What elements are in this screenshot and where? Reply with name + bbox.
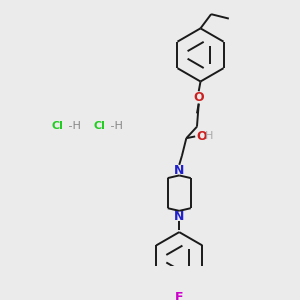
Text: -H: -H — [65, 121, 81, 131]
Text: O: O — [194, 91, 204, 104]
Text: N: N — [174, 164, 184, 177]
Text: Cl: Cl — [94, 121, 106, 131]
Text: -H: -H — [107, 121, 123, 131]
Text: Cl: Cl — [51, 121, 63, 131]
Text: H: H — [205, 131, 214, 141]
Text: O: O — [196, 130, 207, 143]
Text: F: F — [175, 291, 184, 300]
Text: N: N — [174, 210, 184, 223]
